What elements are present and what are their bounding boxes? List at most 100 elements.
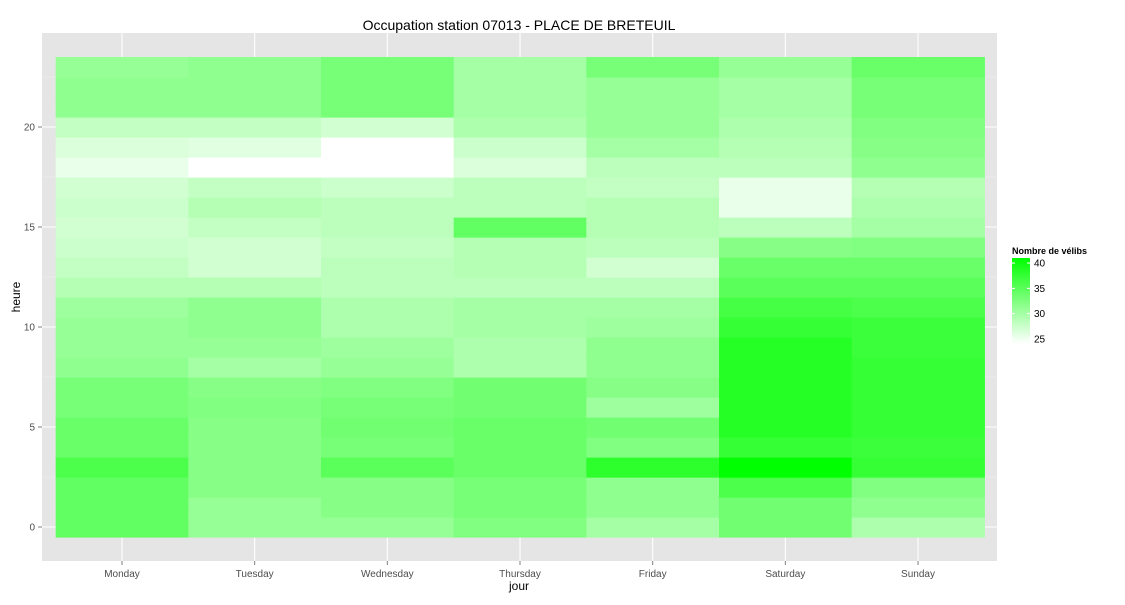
heatmap-cell [719, 437, 853, 458]
heatmap-cell [851, 217, 985, 238]
heatmap-cell [851, 157, 985, 178]
heatmap-cell [321, 257, 455, 278]
heatmap-cell [453, 297, 587, 318]
heatmap-cell [719, 357, 853, 378]
heatmap-cell [55, 217, 189, 238]
heatmap-cell [453, 317, 587, 338]
heatmap-cell [321, 77, 455, 98]
heatmap-cell [719, 417, 853, 438]
heatmap-cell [851, 417, 985, 438]
heatmap-cell [719, 57, 853, 78]
heatmap-cell [719, 397, 853, 418]
y-tick-label: 20 [24, 123, 36, 134]
heatmap-cell [188, 97, 322, 118]
heatmap-cell [188, 497, 322, 518]
heatmap-cell [851, 177, 985, 198]
chart-title: Occupation station 07013 - PLACE DE BRET… [363, 17, 676, 33]
x-tick-label: Friday [639, 569, 667, 580]
heatmap-cell [55, 297, 189, 318]
heatmap-cell [586, 357, 720, 378]
heatmap-cell [586, 417, 720, 438]
heatmap-cell [851, 137, 985, 158]
heatmap-cell [321, 197, 455, 218]
heatmap-cell [719, 97, 853, 118]
heatmap-cell [321, 297, 455, 318]
heatmap-cell [188, 57, 322, 78]
heatmap-cell [453, 477, 587, 498]
heatmap-cell [851, 337, 985, 358]
heatmap-cell [321, 497, 455, 518]
heatmap-cell [851, 357, 985, 378]
heatmap-cell [453, 517, 587, 538]
heatmap-cell [321, 277, 455, 298]
heatmap-cell [453, 377, 587, 398]
heatmap-cell [321, 217, 455, 238]
heatmap-cell [586, 317, 720, 338]
heatmap-cell [188, 137, 322, 158]
heatmap-cell [188, 437, 322, 458]
heatmap-cell [321, 137, 455, 158]
heatmap-cell [586, 397, 720, 418]
y-tick-label: 15 [24, 223, 36, 234]
heatmap-cell [851, 377, 985, 398]
legend-title: Nombre de vélibs [1012, 246, 1087, 256]
x-tick-label: Monday [104, 569, 140, 580]
heatmap-cell [321, 517, 455, 538]
heatmap-cell [719, 237, 853, 258]
heatmap-cell [321, 457, 455, 478]
heatmap-cell [586, 117, 720, 138]
heatmap-cell [851, 457, 985, 478]
heatmap-cell [453, 57, 587, 78]
heatmap-cell [55, 177, 189, 198]
heatmap-cell [719, 477, 853, 498]
heatmap-cell [321, 437, 455, 458]
heatmap-cell [586, 217, 720, 238]
heatmap-cell [851, 297, 985, 318]
heatmap-cell [188, 217, 322, 238]
heatmap-cell [188, 277, 322, 298]
heatmap-cell [321, 117, 455, 138]
heatmap-cell [586, 97, 720, 118]
heatmap-cell [55, 417, 189, 438]
heatmap-cell [719, 257, 853, 278]
x-axis-label: jour [508, 579, 529, 593]
heatmap-cell [453, 257, 587, 278]
heatmap-cell [586, 337, 720, 358]
heatmap-cell [55, 477, 189, 498]
heatmap-cell [719, 337, 853, 358]
heatmap-cell [851, 117, 985, 138]
heatmap-cell [719, 517, 853, 538]
legend-colorbar [1012, 258, 1030, 344]
heatmap-cell [851, 437, 985, 458]
heatmap-cell [453, 117, 587, 138]
heatmap-cell [586, 437, 720, 458]
heatmap-cell [453, 497, 587, 518]
heatmap-cell [55, 517, 189, 538]
heatmap-cell [453, 137, 587, 158]
heatmap-cell [453, 237, 587, 258]
heatmap-cell [321, 57, 455, 78]
x-tick-label: Saturday [765, 569, 805, 580]
heatmap-cell [719, 297, 853, 318]
heatmap-cell [719, 377, 853, 398]
heatmap-cell [55, 197, 189, 218]
x-tick-label: Tuesday [236, 569, 274, 580]
heatmap-cell [321, 317, 455, 338]
heatmap-cell [55, 77, 189, 98]
heatmap-cell [55, 397, 189, 418]
heatmap-cell [851, 77, 985, 98]
heatmap-cell [55, 317, 189, 338]
heatmap-cell [586, 517, 720, 538]
heatmap-cell [188, 477, 322, 498]
heatmap-cell [851, 57, 985, 78]
heatmap-cell [55, 157, 189, 178]
heatmap-cell [719, 217, 853, 238]
heatmap-cell [586, 377, 720, 398]
heatmap-cell [55, 497, 189, 518]
y-tick-label: 10 [24, 323, 36, 334]
heatmap-cell [188, 457, 322, 478]
plot-panel: 0 5 10 15 20 Monday Tuesday Wednesday Thursday Fr… [24, 33, 997, 580]
heatmap-cell [586, 457, 720, 478]
